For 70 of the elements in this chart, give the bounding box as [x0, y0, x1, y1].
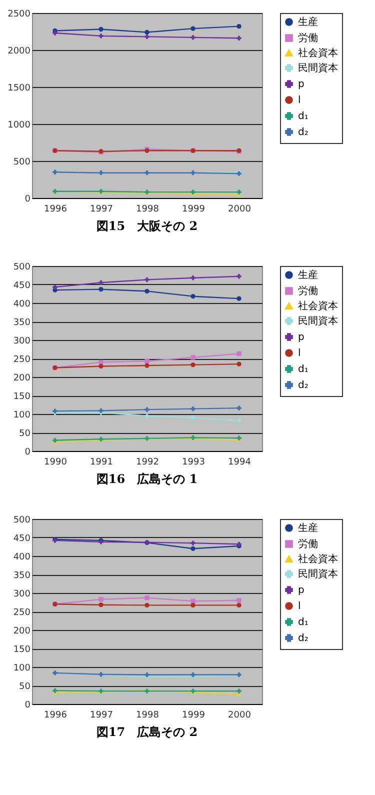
x-tick-label: 1990	[44, 458, 68, 468]
legend-label: 民間資本	[298, 315, 338, 327]
legend-label: 民間資本	[298, 62, 338, 74]
y-tick-label: 1000	[8, 120, 31, 130]
y-tick-label: 500	[13, 262, 31, 272]
text: 図17 広島その 2	[96, 725, 198, 739]
x-tick-label: 1996	[44, 710, 68, 720]
y-tick-label: 0	[24, 448, 31, 458]
text: 図16 広島その 1	[96, 472, 198, 486]
legend-label: 生産	[298, 522, 318, 534]
legend-label: l	[298, 348, 301, 359]
x-tick-label: 1998	[136, 204, 160, 214]
x-tick-label: 1999	[182, 204, 206, 214]
y-tick-label: 0	[24, 194, 31, 204]
y-tick-label: 400	[13, 552, 31, 562]
legend-label: 生産	[298, 16, 318, 28]
x-tick-label: 1991	[90, 458, 113, 468]
legend-label: 社会資本	[298, 300, 338, 312]
y-tick-label: 500	[13, 158, 31, 168]
y-tick-label: 1500	[8, 84, 31, 94]
legend-label: p	[298, 332, 304, 343]
y-tick-label: 2000	[8, 46, 31, 56]
x-tick-label: 1996	[44, 204, 68, 214]
x-tick-label: 2000	[228, 204, 252, 214]
y-tick-label: 300	[13, 336, 31, 346]
y-tick-label: 250	[13, 355, 31, 365]
x-tick-label: 1997	[90, 710, 113, 720]
legend-label: p	[298, 79, 304, 90]
legend-label: 労働	[298, 285, 318, 297]
y-tick-label: 0	[24, 700, 31, 710]
y-tick-label: 350	[13, 571, 31, 581]
y-tick-label: 50	[19, 682, 31, 692]
x-tick-label: 1993	[182, 458, 205, 468]
y-tick-label: 500	[13, 516, 31, 526]
legend-label: 民間資本	[298, 568, 338, 580]
legend-label: l	[298, 95, 301, 106]
y-tick-label: 250	[13, 608, 31, 618]
legend-label: d₂	[298, 127, 308, 138]
x-tick-label: 1994	[228, 458, 252, 468]
legend-label: 社会資本	[298, 47, 338, 59]
y-tick-label: 200	[13, 374, 31, 384]
y-tick-label: 450	[13, 534, 31, 544]
legend-label: d₂	[298, 633, 308, 644]
y-tick-label: 150	[13, 645, 31, 655]
x-tick-label: 1998	[136, 710, 160, 720]
y-tick-label: 450	[13, 281, 31, 291]
y-tick-label: 400	[13, 300, 31, 310]
y-tick-label: 200	[13, 626, 31, 636]
x-tick-label: 1992	[136, 458, 159, 468]
legend-label: 労働	[298, 538, 318, 550]
y-tick-label: 150	[13, 392, 31, 402]
legend-label: p	[298, 585, 304, 596]
x-tick-label: 2000	[228, 710, 252, 720]
x-tick-label: 1997	[90, 204, 113, 214]
legend-label: d₁	[298, 617, 308, 628]
y-tick-label: 50	[19, 429, 31, 439]
y-tick-label: 2500	[8, 10, 31, 20]
x-tick-label: 1999	[182, 710, 206, 720]
legend-label: d₁	[298, 364, 308, 375]
legend-label: d₁	[298, 111, 308, 122]
legend-label: 社会資本	[298, 553, 338, 565]
y-tick-label: 100	[13, 410, 31, 420]
y-tick-label: 100	[13, 664, 31, 674]
legend-label: d₂	[298, 380, 308, 391]
y-tick-label: 350	[13, 318, 31, 328]
legend-label: 生産	[298, 269, 318, 281]
legend-label: l	[298, 601, 301, 612]
text: 図15 大阪その 2	[96, 219, 198, 233]
y-tick-label: 300	[13, 590, 31, 600]
legend-label: 労働	[298, 32, 318, 44]
